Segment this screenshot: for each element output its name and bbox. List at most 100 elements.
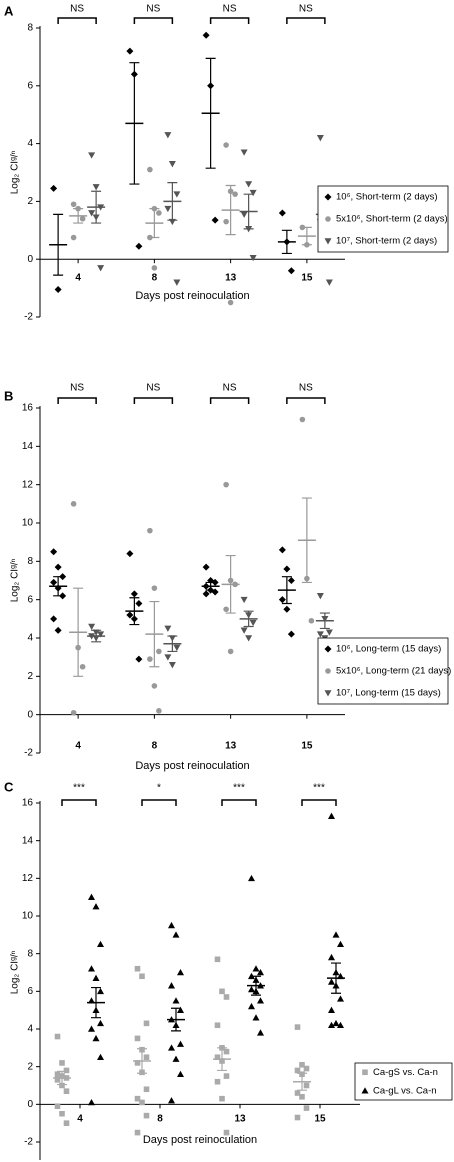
y-tick-label: 16: [22, 798, 34, 809]
significance-label: NS: [299, 4, 313, 15]
data-point: [88, 965, 95, 972]
data-point: [147, 656, 153, 662]
data-point: [303, 1065, 310, 1072]
y-tick-label: 4: [27, 1024, 33, 1035]
data-point: [168, 982, 175, 989]
error-bar: [281, 576, 292, 605]
data-point: [257, 1029, 264, 1036]
data-point: [143, 1054, 150, 1061]
data-point: [156, 708, 162, 714]
data-point: [54, 1033, 61, 1040]
legend-label: 5x10⁶, Long-term (21 days): [336, 666, 451, 677]
y-tick-label: -2: [24, 748, 33, 759]
data-point: [332, 931, 340, 938]
y-tick-label: 16: [22, 403, 34, 414]
data-point: [232, 191, 238, 197]
error-bar: [73, 587, 84, 677]
data-point: [88, 623, 96, 630]
data-point: [278, 209, 286, 217]
data-point: [223, 1073, 230, 1079]
error-bar: [149, 600, 160, 668]
data-point: [151, 683, 158, 689]
y-tick-label: -2: [24, 1137, 33, 1148]
data-point: [249, 619, 257, 627]
data-point: [139, 973, 145, 980]
data-point: [92, 1034, 100, 1042]
y-axis-label: Log₂ CIᵍ/ⁿ: [10, 558, 21, 602]
data-point: [337, 995, 344, 1002]
data-point: [97, 265, 105, 272]
x-tick-label: 8: [152, 741, 158, 752]
error-bar: [167, 182, 178, 221]
data-point: [249, 254, 257, 262]
data-point: [63, 1120, 70, 1126]
data-point: [70, 234, 77, 241]
error-bar: [73, 208, 84, 224]
data-point: [177, 1040, 184, 1047]
data-point: [70, 709, 77, 716]
legend-marker: [324, 238, 332, 245]
data-point: [147, 166, 153, 173]
data-point: [328, 978, 335, 985]
y-axis-label: Log₂ CIᵍ/ⁿ: [10, 150, 21, 194]
data-point: [214, 1078, 221, 1085]
data-point: [248, 1002, 255, 1010]
legend-box: [354, 1062, 453, 1101]
data-point: [214, 956, 221, 963]
data-point: [278, 546, 286, 554]
legend-label: 10⁶, Long-term (15 days): [336, 644, 441, 655]
error-bar: [149, 208, 160, 239]
legend-marker: [324, 193, 332, 201]
data-point: [240, 211, 248, 218]
data-point: [283, 605, 291, 613]
x-tick-label: 15: [301, 741, 313, 752]
error-bar: [137, 1048, 147, 1074]
data-point: [223, 481, 229, 488]
data-point: [88, 210, 96, 217]
data-point: [143, 1112, 150, 1119]
data-point: [54, 1071, 61, 1077]
data-point: [245, 635, 253, 642]
data-point: [278, 596, 286, 604]
x-tick-label: 8: [152, 273, 158, 284]
error-bar: [129, 597, 140, 626]
data-point: [245, 181, 253, 188]
error-bar: [91, 190, 102, 224]
data-point: [202, 563, 210, 571]
panel-label: B: [4, 388, 13, 403]
data-point: [252, 965, 260, 972]
data-point: [240, 149, 248, 156]
data-point: [168, 1044, 175, 1051]
significance-bracket: [57, 397, 97, 404]
data-point: [168, 662, 176, 669]
data-point: [97, 1053, 104, 1061]
data-point: [147, 527, 153, 534]
error-bar: [225, 554, 236, 614]
y-tick-label: 0: [27, 254, 33, 265]
error-bar: [91, 629, 102, 643]
data-point: [135, 242, 143, 250]
error-bar: [205, 57, 216, 169]
y-tick-label: -2: [24, 312, 33, 323]
error-bar: [225, 184, 236, 236]
data-point: [50, 184, 58, 192]
error-bar: [171, 1007, 181, 1032]
legend-marker: [324, 645, 332, 653]
significance-bracket: [221, 799, 257, 806]
significance-label: NS: [70, 383, 84, 394]
data-point: [134, 1035, 141, 1042]
panel: C -2 0 2 4 6 8 10 12 14 16 Log₂ CIᵍ/ⁿ Days post rein…: [4, 779, 453, 1160]
data-point: [135, 655, 143, 663]
significance-bracket: [61, 799, 97, 806]
significance-label: *: [157, 783, 161, 794]
data-point: [227, 299, 234, 306]
significance-bracket: [286, 17, 326, 24]
data-point: [287, 630, 295, 638]
data-point: [168, 921, 175, 929]
panel: A -2 0 2 4 6 8 Log₂ CIᵍ/ⁿ Days post reinoculatio…: [4, 3, 449, 323]
data-point: [164, 654, 172, 661]
error-bar: [301, 226, 312, 246]
x-tick-label: 4: [75, 741, 81, 752]
significance-label: NS: [223, 4, 237, 15]
error-bar: [57, 1070, 67, 1086]
